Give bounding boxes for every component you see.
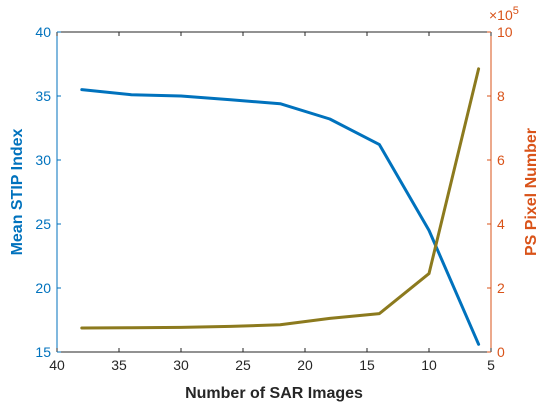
x-tick-label: 10 bbox=[421, 357, 437, 373]
y2-tick-label: 6 bbox=[497, 152, 505, 168]
y2-tick-label: 0 bbox=[497, 344, 505, 360]
x-tick-label: 15 bbox=[359, 357, 375, 373]
y-tick-label: 30 bbox=[35, 152, 51, 168]
x-tick-label: 35 bbox=[111, 357, 127, 373]
y-tick-label: 15 bbox=[35, 344, 51, 360]
y-tick-label: 40 bbox=[35, 24, 51, 40]
y2-exponent: 5 bbox=[513, 5, 519, 17]
x-tick-label: 20 bbox=[297, 357, 313, 373]
y-tick-label: 35 bbox=[35, 88, 51, 104]
y2-axis-label: PS Pixel Number bbox=[523, 128, 540, 256]
y2-tick-label: 4 bbox=[497, 216, 505, 232]
y2-multiplier: ×10 bbox=[489, 7, 513, 23]
y2-tick-label: 8 bbox=[497, 88, 505, 104]
y2-exponent-label: ×105 bbox=[489, 5, 519, 23]
x-axis-label: Number of SAR Images bbox=[185, 385, 363, 402]
axes: 40 35 30 25 20 15 10 5 15 20 25 30 35 40 0 2 4 6 8 10 bbox=[35, 24, 512, 373]
series-line-right bbox=[80, 67, 481, 330]
y-tick-label: 20 bbox=[35, 280, 51, 296]
y2-tick-label: 2 bbox=[497, 280, 505, 296]
axis-labels: Number of SAR Images Mean STIP Index PS … bbox=[9, 5, 540, 402]
x-tick-label: 25 bbox=[235, 357, 251, 373]
x-tick-label: 5 bbox=[487, 357, 495, 373]
y2-tick-label: 10 bbox=[497, 24, 513, 40]
y-axis-label: Mean STIP Index bbox=[9, 128, 26, 255]
x-tick-label: 30 bbox=[173, 357, 189, 373]
series-layer bbox=[80, 67, 481, 346]
y-tick-label: 25 bbox=[35, 216, 51, 232]
series-line-left bbox=[80, 88, 481, 346]
x-tick-label: 40 bbox=[49, 357, 65, 373]
